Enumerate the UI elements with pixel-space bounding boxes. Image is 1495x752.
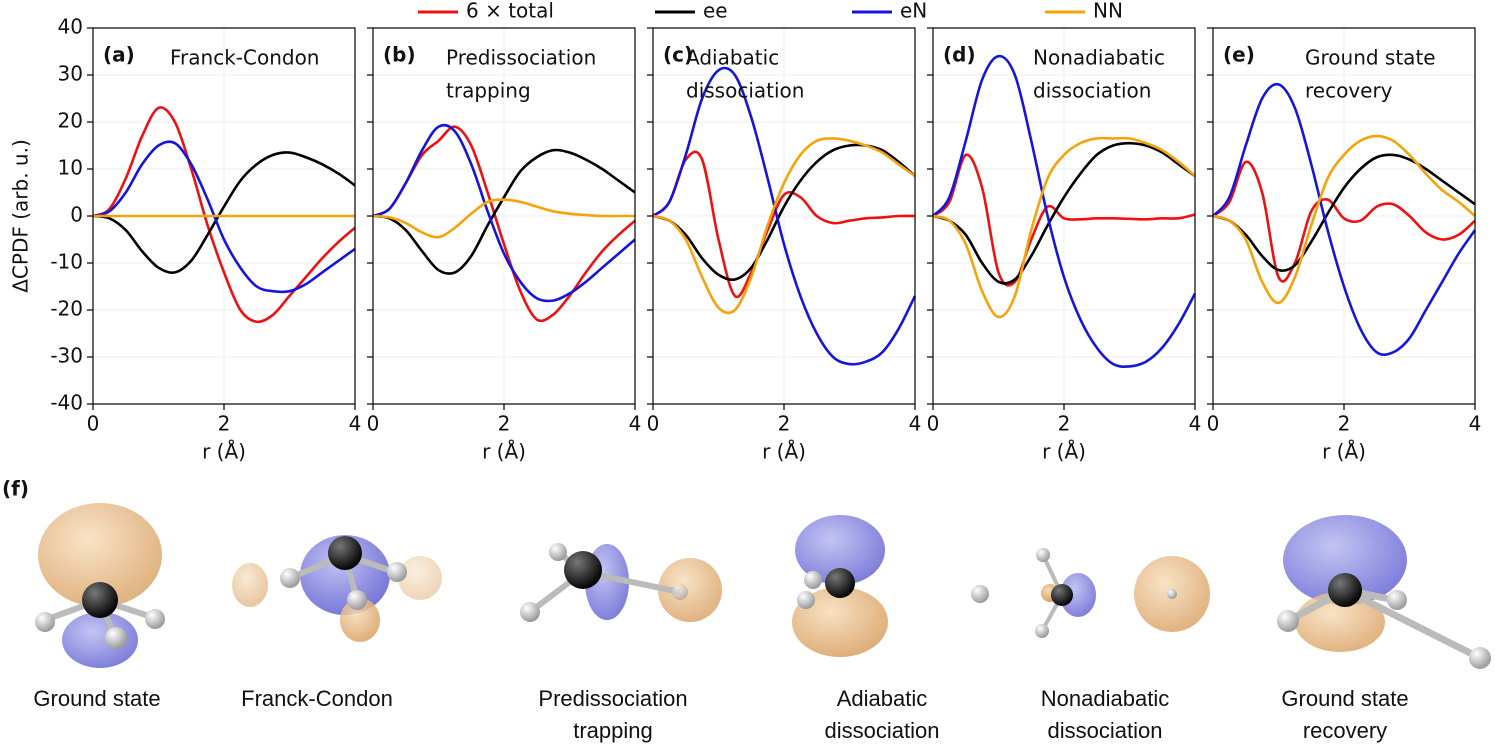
panel-title: dissociation [1033,79,1151,103]
x-tick-label: 0 [87,412,100,436]
structure-caption: Nonadiabatic [1041,686,1169,711]
series-line [1212,153,1476,272]
series-line [932,141,1196,285]
panel-title: Predissociation [446,46,596,70]
series-line [932,136,1196,319]
x-tick-label: 4 [1469,412,1482,436]
plot-frame [652,27,916,405]
panel-title: Ground state [1305,46,1436,70]
structure-caption: dissociation [825,718,940,743]
y-tick-label: 40 [58,15,83,39]
panel-title: Franck-Condon [170,46,319,70]
panel-label: (b) [383,43,416,67]
molecule-renderings [35,503,1491,669]
structure-caption: Adiabatic [837,686,928,711]
x-tick-label: 4 [629,412,642,436]
structure-caption: Predissociation [538,686,687,711]
y-tick-label: 20 [58,109,83,133]
panel-title: Nonadiabatic [1033,46,1165,70]
panel-title: trapping [446,79,531,103]
series-line [372,123,636,303]
panel-label: (c) [663,43,693,67]
series-line [1212,160,1476,283]
y-tick-label: 30 [58,62,83,86]
series-line [1212,82,1477,356]
structure-caption: recovery [1303,718,1387,743]
plot-frame [932,27,1196,405]
x-tick-label: 4 [349,412,362,436]
series-line [932,54,1197,368]
panel-title: Adiabatic [686,46,779,70]
legend-label: NN [1093,0,1123,23]
series-line [652,150,916,299]
x-tick-label: 2 [218,412,231,436]
y-tick-label: 10 [58,156,83,180]
series-line [652,66,917,366]
x-axis-label: r (Å) [1322,440,1366,464]
series-line [372,198,635,239]
structure-caption: Ground state [33,686,160,711]
x-axis-label: r (Å) [1042,440,1086,464]
structure-caption: Ground state [1281,686,1408,711]
panel-title: dissociation [686,79,804,103]
x-tick-label: 4 [1189,412,1202,436]
series-line [372,148,636,275]
y-tick-label: -40 [50,391,83,415]
x-tick-label: 0 [927,412,940,436]
legend-label: ee [703,0,728,23]
x-tick-label: 2 [1338,412,1351,436]
y-tick-label: -30 [50,344,83,368]
series-line [652,137,916,315]
x-tick-label: 2 [498,412,511,436]
legend-label: eN [900,0,927,23]
panel-title: recovery [1305,79,1393,103]
series-line [932,153,1196,287]
x-axis-label: r (Å) [202,440,246,464]
y-tick-label: -10 [50,250,83,274]
series-line [1212,134,1476,305]
panel-label: (e) [1223,43,1255,67]
x-tick-label: 2 [778,412,791,436]
plot-frame [1212,27,1476,405]
x-tick-label: 0 [367,412,380,436]
y-tick-label: 0 [70,203,83,227]
structure-caption: trapping [573,718,653,743]
legend-label: 6 × total [466,0,554,23]
structure-caption: dissociation [1048,718,1163,743]
plot-frame [372,27,636,405]
x-tick-label: 0 [647,412,660,436]
panel-label: (f) [2,477,29,501]
y-tick-label: -20 [50,297,83,321]
x-tick-label: 0 [1207,412,1220,436]
y-axis-label: ΔCPDF (arb. u.) [9,139,33,293]
panel-label: (d) [943,43,976,67]
series-line [92,106,356,324]
series-line [92,151,356,274]
x-axis-label: r (Å) [482,440,526,464]
x-tick-label: 2 [1058,412,1071,436]
x-axis-label: r (Å) [762,440,806,464]
plot-frame [92,27,356,405]
structure-caption: Franck-Condon [241,686,393,711]
x-tick-label: 4 [909,412,922,436]
panel-label: (a) [103,43,135,67]
series-line [92,140,356,294]
